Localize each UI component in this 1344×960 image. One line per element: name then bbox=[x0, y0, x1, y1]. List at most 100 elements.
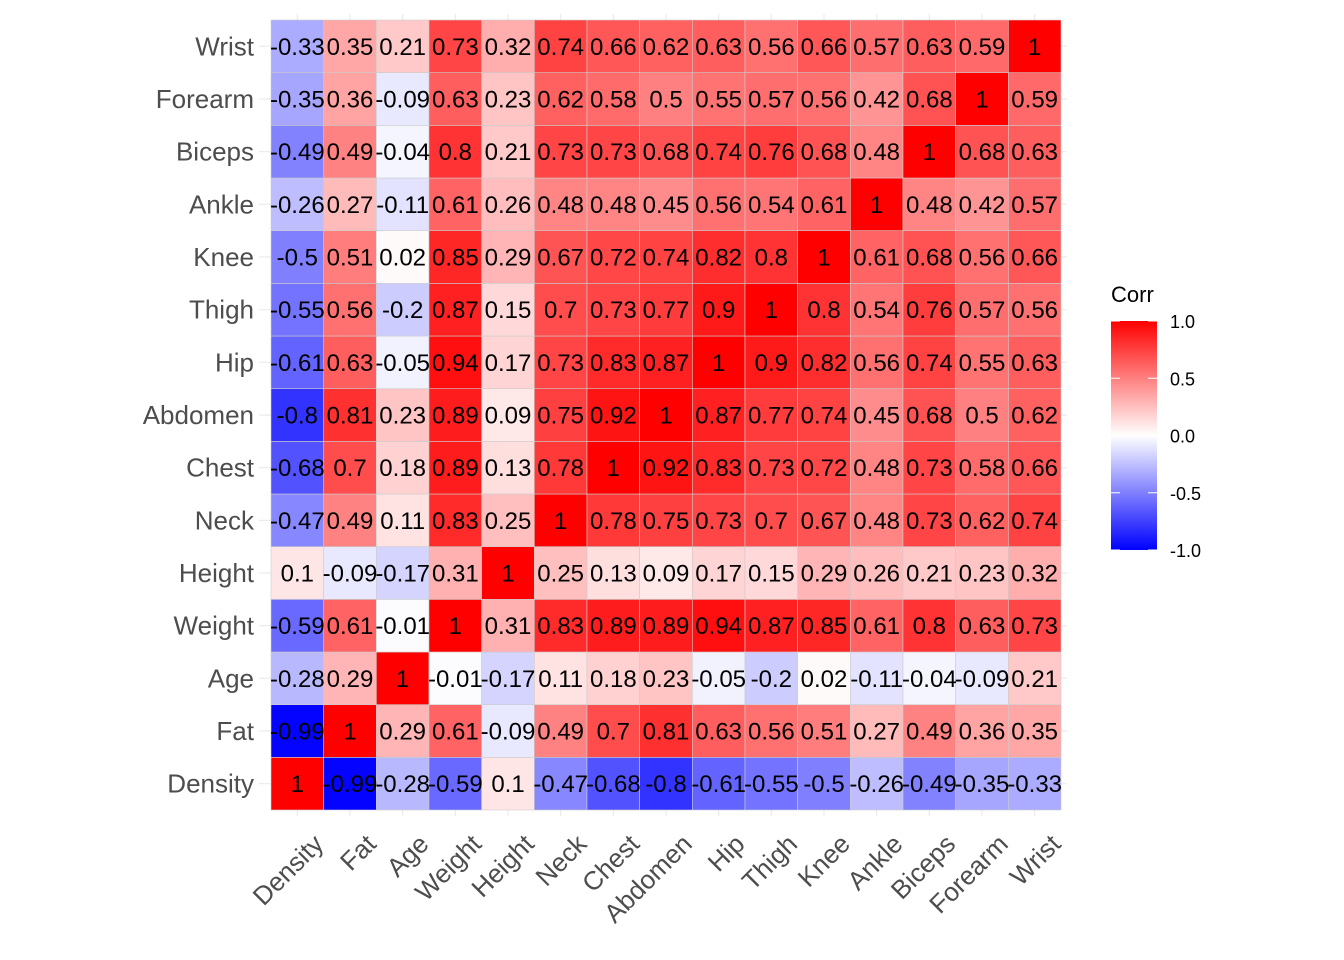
cell-value-label: 0.87 bbox=[432, 297, 479, 324]
heatmap-cell-hip-weight bbox=[428, 335, 482, 389]
heatmap-cell-height-fat bbox=[323, 546, 377, 600]
cell-value-label: 0.18 bbox=[379, 455, 426, 482]
cell-value-label: 0.73 bbox=[590, 297, 637, 324]
heatmap-cell-hip-ankle bbox=[850, 335, 904, 389]
cell-value-label: 0.56 bbox=[748, 34, 795, 61]
cell-value-label: 0.67 bbox=[537, 245, 584, 272]
cell-value-label: -0.47 bbox=[533, 771, 588, 798]
heatmap-cell-ankle-knee bbox=[797, 177, 851, 231]
cell-value-label: 1 bbox=[291, 771, 304, 798]
cell-value-label: -0.5 bbox=[277, 245, 318, 272]
cell-value-label: -0.61 bbox=[270, 350, 325, 377]
heatmap-cell-density-ankle bbox=[850, 757, 904, 811]
cell-value-label: 0.15 bbox=[485, 297, 532, 324]
cell-value-label: 0.36 bbox=[327, 87, 374, 114]
heatmap-cell-wrist-ankle bbox=[850, 19, 904, 73]
heatmap-cell-abdomen-biceps bbox=[902, 388, 956, 442]
heatmap-cell-chest-abdomen bbox=[639, 441, 693, 495]
cell-value-label: -0.8 bbox=[277, 403, 318, 430]
x-tick-label-thigh: Thigh bbox=[736, 829, 803, 896]
cell-value-label: -0.17 bbox=[481, 666, 536, 693]
y-tick-label-height: Height bbox=[179, 558, 255, 588]
heatmap-cell-age-fat bbox=[323, 651, 377, 705]
heatmap-cell-thigh-chest bbox=[586, 283, 640, 337]
heatmap-cell-thigh-weight bbox=[428, 283, 482, 337]
cell-value-label: 0.09 bbox=[643, 561, 690, 588]
heatmap-cell-weight-abdomen bbox=[639, 599, 693, 653]
heatmap-cell-forearm-wrist bbox=[1008, 72, 1062, 126]
heatmap-cell-neck-biceps bbox=[902, 493, 956, 547]
heatmap-cell-weight-wrist bbox=[1008, 599, 1062, 653]
cell-value-label: 1 bbox=[765, 297, 778, 324]
heatmap-cell-density-chest bbox=[586, 757, 640, 811]
heatmap-cell-ankle-forearm bbox=[955, 177, 1009, 231]
heatmap-cell-age-height bbox=[481, 651, 535, 705]
heatmap-cell-forearm-hip bbox=[692, 72, 746, 126]
heatmap-cell-thigh-abdomen bbox=[639, 283, 693, 337]
heatmap-cell-neck-ankle bbox=[850, 493, 904, 547]
y-tick-label-biceps: Biceps bbox=[176, 137, 254, 167]
cell-value-label: 0.59 bbox=[959, 34, 1006, 61]
cell-value-label: 0.48 bbox=[853, 139, 900, 166]
heatmap-cell-density-forearm bbox=[955, 757, 1009, 811]
heatmap-cell-thigh-density bbox=[270, 283, 324, 337]
heatmap-cell-height-weight bbox=[428, 546, 482, 600]
heatmap-cell-neck-thigh bbox=[744, 493, 798, 547]
heatmap-cell-fat-hip bbox=[692, 704, 746, 758]
cell-value-label: 0.62 bbox=[1011, 403, 1058, 430]
y-tick-label-chest: Chest bbox=[186, 453, 255, 483]
heatmap-cell-fat-neck bbox=[534, 704, 588, 758]
cell-value-label: -0.59 bbox=[270, 613, 325, 640]
cell-value-label: 0.49 bbox=[906, 719, 953, 746]
heatmap-cell-wrist-wrist bbox=[1008, 19, 1062, 73]
cell-value-label: 0.74 bbox=[695, 139, 742, 166]
cell-value-label: 0.7 bbox=[544, 297, 577, 324]
cell-value-label: 1 bbox=[501, 561, 514, 588]
heatmap-cell-density-height bbox=[481, 757, 535, 811]
cell-value-label: 0.56 bbox=[327, 297, 374, 324]
legend-tick-label: 1.0 bbox=[1170, 312, 1195, 332]
cell-value-label: 1 bbox=[554, 508, 567, 535]
cell-value-label: 0.7 bbox=[755, 508, 788, 535]
heatmap-cell-hip-abdomen bbox=[639, 335, 693, 389]
heatmap-cell-thigh-ankle bbox=[850, 283, 904, 337]
cell-value-label: 0.89 bbox=[643, 613, 690, 640]
heatmap-cell-hip-fat bbox=[323, 335, 377, 389]
cell-value-label: 0.1 bbox=[281, 561, 314, 588]
heatmap-cell-knee-abdomen bbox=[639, 230, 693, 284]
cell-value-label: 0.68 bbox=[959, 139, 1006, 166]
cell-value-label: 0.78 bbox=[537, 455, 584, 482]
heatmap-cell-wrist-density bbox=[270, 19, 324, 73]
heatmap-cell-abdomen-wrist bbox=[1008, 388, 1062, 442]
heatmap-cell-fat-chest bbox=[586, 704, 640, 758]
heatmap-cell-neck-forearm bbox=[955, 493, 1009, 547]
cell-value-label: 0.89 bbox=[432, 403, 479, 430]
heatmap-cell-biceps-thigh bbox=[744, 125, 798, 179]
cell-value-label: 0.17 bbox=[485, 350, 532, 377]
heatmap-cell-forearm-weight bbox=[428, 72, 482, 126]
cell-value-label: 0.49 bbox=[537, 719, 584, 746]
cell-value-label: 0.29 bbox=[379, 719, 426, 746]
cell-value-label: 0.32 bbox=[485, 34, 532, 61]
heatmap-cell-abdomen-hip bbox=[692, 388, 746, 442]
heatmap-cell-chest-hip bbox=[692, 441, 746, 495]
cell-value-label: -0.09 bbox=[481, 719, 536, 746]
cell-value-label: 0.77 bbox=[748, 403, 795, 430]
cell-value-label: 0.73 bbox=[695, 508, 742, 535]
heatmap-cell-chest-fat bbox=[323, 441, 377, 495]
cell-value-label: -0.28 bbox=[375, 771, 430, 798]
y-tick-label-hip: Hip bbox=[215, 347, 254, 377]
cell-value-label: 0.63 bbox=[906, 34, 953, 61]
heatmap-cell-neck-hip bbox=[692, 493, 746, 547]
cell-value-label: 0.9 bbox=[755, 350, 788, 377]
cell-value-label: -0.55 bbox=[744, 771, 799, 798]
heatmap-cell-density-thigh bbox=[744, 757, 798, 811]
cell-value-label: -0.68 bbox=[270, 455, 325, 482]
heatmap-cell-biceps-knee bbox=[797, 125, 851, 179]
cell-value-label: 0.62 bbox=[537, 87, 584, 114]
cell-value-label: 0.73 bbox=[1011, 613, 1058, 640]
heatmap-cell-chest-ankle bbox=[850, 441, 904, 495]
cell-value-label: -0.35 bbox=[955, 771, 1010, 798]
heatmap-cell-height-hip bbox=[692, 546, 746, 600]
cell-value-label: 0.73 bbox=[906, 508, 953, 535]
